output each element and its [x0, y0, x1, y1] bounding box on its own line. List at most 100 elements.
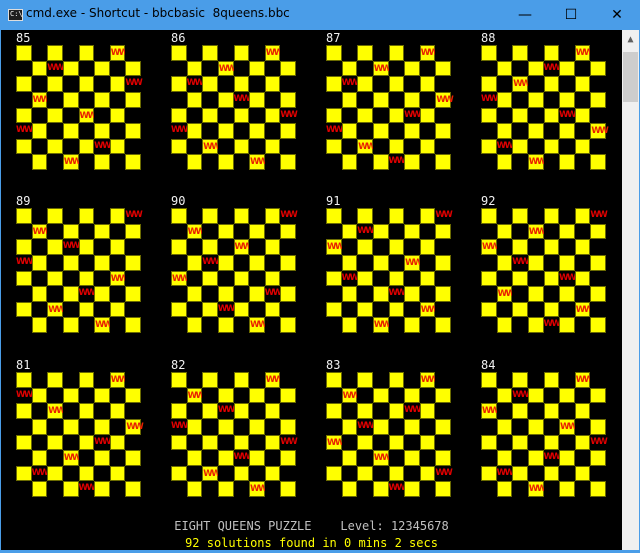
board-square — [419, 254, 436, 271]
board-square — [78, 372, 95, 388]
board-square — [372, 270, 389, 287]
board-square — [47, 481, 63, 497]
board-square: WW — [125, 208, 143, 224]
board-square — [186, 239, 203, 255]
board-square — [264, 301, 281, 318]
board-square — [543, 76, 560, 92]
board-square: WW — [388, 481, 406, 497]
queen-icon: WW — [172, 273, 189, 284]
board-square — [171, 208, 187, 224]
solution-number: 85 — [16, 31, 31, 45]
board-square — [512, 301, 528, 318]
scroll-up-arrow-icon[interactable]: ▲ — [627, 34, 634, 45]
board-square — [233, 223, 250, 240]
board-square — [341, 403, 358, 419]
board-square — [62, 254, 79, 271]
board-square — [481, 465, 497, 482]
scrollbar-thumb[interactable] — [623, 52, 638, 102]
board-square — [574, 317, 591, 333]
board-square — [264, 403, 281, 419]
board-square — [62, 45, 79, 61]
board-square — [78, 254, 95, 271]
board-square — [419, 481, 436, 497]
board-square — [171, 239, 187, 255]
board-square — [16, 372, 32, 388]
board-square — [435, 270, 451, 287]
vertical-scrollbar[interactable]: ▲ — [622, 30, 639, 550]
board-square — [559, 465, 575, 482]
board-square: WW — [341, 387, 360, 404]
board-square — [435, 45, 451, 61]
board-square: WW — [202, 465, 221, 482]
board-square — [31, 450, 48, 466]
board-square — [527, 60, 544, 77]
board-square — [125, 434, 141, 451]
board-square — [341, 465, 358, 482]
queen-icon: WW — [575, 304, 593, 315]
board-square: WW — [341, 270, 359, 287]
queen-icon: WW — [32, 94, 50, 105]
board-square — [419, 465, 436, 482]
board-square — [62, 138, 79, 155]
queen-icon: WW — [63, 157, 81, 168]
board-square — [527, 403, 544, 419]
board-square — [186, 138, 203, 155]
board-square — [217, 372, 234, 388]
queen-icon: WW — [203, 141, 220, 152]
board-square — [559, 239, 575, 255]
board-square — [16, 403, 32, 419]
board-square — [527, 465, 544, 482]
board-square — [78, 387, 95, 404]
board-square — [543, 418, 560, 435]
board-square — [527, 372, 544, 388]
board-square — [249, 208, 265, 224]
board-square — [47, 254, 63, 271]
board-square — [47, 286, 63, 302]
board-square — [109, 239, 126, 255]
board-square: WW — [590, 123, 609, 139]
board-square — [559, 60, 575, 77]
board-square — [512, 372, 528, 388]
board-square — [16, 317, 32, 333]
queen-icon: WW — [373, 63, 391, 74]
minimize-button[interactable]: — — [518, 7, 532, 23]
board-square — [481, 45, 497, 61]
board-square — [280, 387, 296, 404]
board-square — [125, 45, 141, 61]
board-square — [78, 403, 95, 419]
board-square — [78, 154, 95, 170]
queen-icon: WW — [497, 289, 515, 300]
board-square — [171, 372, 187, 388]
board-square — [419, 60, 436, 77]
board-square — [280, 123, 296, 139]
close-button[interactable]: ✕ — [611, 7, 623, 23]
chessboard: WW WW WW WW WW WW WW WW — [16, 208, 143, 333]
board-square — [249, 286, 265, 302]
board-square — [171, 403, 187, 419]
board-square — [31, 434, 48, 451]
board-square: WW — [527, 154, 546, 170]
queen-icon: WW — [48, 304, 65, 315]
board-square — [372, 254, 389, 271]
board-square — [109, 403, 126, 419]
board-square: WW — [186, 76, 204, 92]
board-square — [249, 45, 265, 61]
board-square — [186, 465, 203, 482]
board-square — [94, 270, 110, 287]
board-square — [419, 270, 436, 287]
board-square — [574, 107, 591, 124]
board-square — [543, 123, 560, 139]
queen-icon: WW — [79, 110, 97, 121]
board-square — [125, 270, 141, 287]
board-square — [574, 138, 591, 155]
board-square — [512, 239, 528, 255]
board-square: WW — [419, 301, 438, 318]
board-square — [16, 45, 32, 61]
board-square — [590, 107, 606, 124]
board-square: WW — [16, 123, 33, 139]
board-square — [233, 286, 250, 302]
queen-icon: WW — [528, 226, 546, 237]
board-square: WW — [404, 107, 421, 124]
maximize-button[interactable]: ☐ — [564, 7, 578, 23]
board-square — [388, 403, 405, 419]
